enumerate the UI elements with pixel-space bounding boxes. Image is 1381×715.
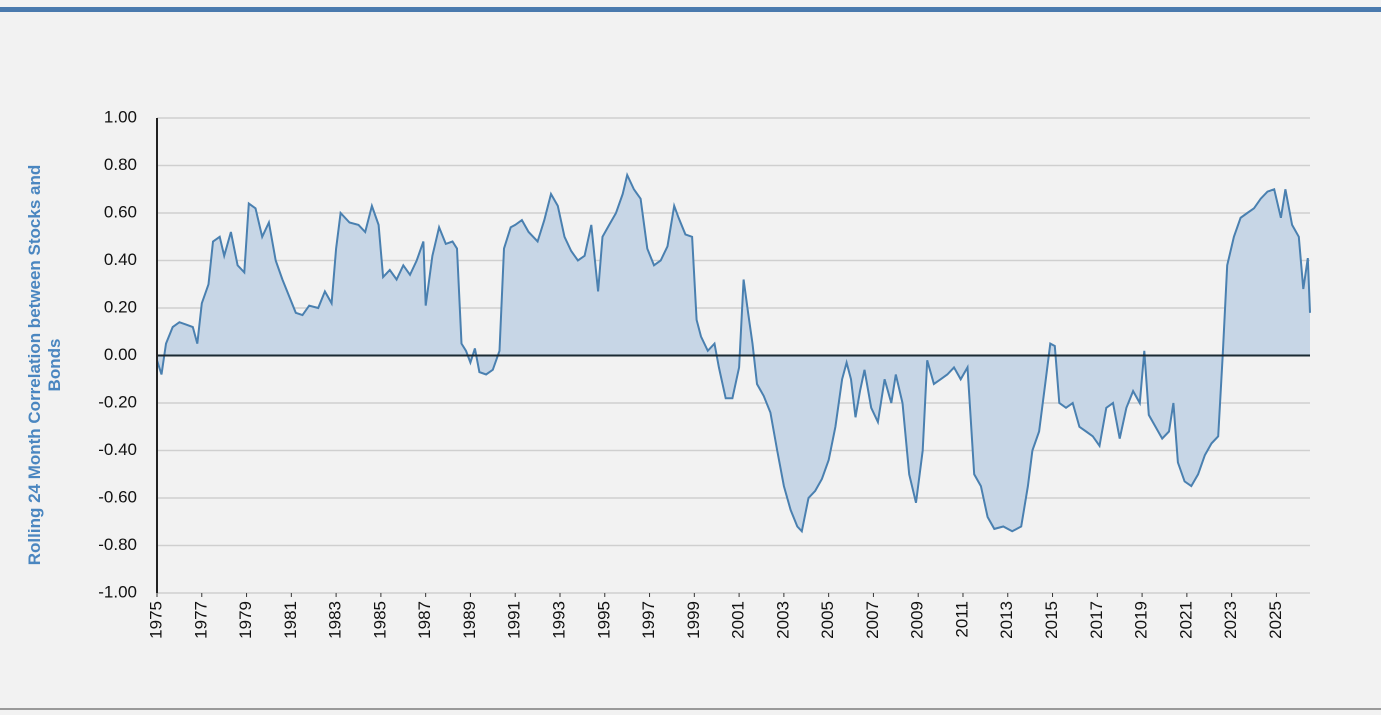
y-tick-label: -0.80	[98, 535, 137, 554]
x-tick-label: 1979	[236, 601, 255, 639]
area	[157, 175, 1310, 532]
y-tick-label: 0.60	[104, 202, 137, 221]
x-tick-label: 2023	[1221, 601, 1240, 639]
x-tick-label: 1995	[594, 601, 613, 639]
x-tick-label: 1975	[146, 601, 165, 639]
x-tick-label: 2013	[997, 601, 1016, 639]
x-tick-label: 2005	[818, 601, 837, 639]
x-tick-label: 2025	[1266, 601, 1285, 639]
x-tick-label: 2003	[773, 601, 792, 639]
x-tick-label: 1977	[191, 601, 210, 639]
x-tick-label: 1993	[549, 601, 568, 639]
x-tick-label: 1997	[639, 601, 658, 639]
x-tick-label: 2015	[1042, 601, 1061, 639]
x-tick-label: 1981	[281, 601, 300, 639]
bottom-rule	[0, 708, 1381, 710]
x-tick-label: 2011	[952, 601, 971, 638]
x-tick-label: 2009	[908, 601, 927, 639]
x-tick-label: 1987	[415, 601, 434, 639]
line	[156, 171, 1311, 534]
x-tick-label: 2019	[1132, 601, 1151, 639]
x-tick-label: 1985	[370, 601, 389, 639]
x-tick-label: 2017	[1087, 601, 1106, 639]
x-tick-label: 1983	[326, 601, 345, 639]
y-tick-label: -0.40	[98, 440, 137, 459]
y-axis-label: Rolling 24 Month Correlation between Sto…	[25, 164, 64, 566]
top-bar	[0, 7, 1381, 12]
y-tick-label: 0.80	[104, 155, 137, 174]
y-tick-label: -1.00	[98, 582, 137, 601]
x-tick-label: 2021	[1176, 601, 1195, 639]
y-tick-label: -0.60	[98, 487, 137, 506]
x-tick-label: 1999	[684, 601, 703, 639]
y-tick-label: 1.00	[104, 107, 137, 126]
y-tick-label: -0.20	[98, 392, 137, 411]
x-tick-label: 2001	[729, 601, 748, 639]
y-tick-label: 0.20	[104, 297, 137, 316]
x-tick-label: 1989	[460, 601, 479, 639]
x-tick-label: 2007	[863, 601, 882, 639]
y-tick-label: 0.00	[104, 345, 137, 364]
x-tick-label: 1991	[505, 601, 524, 639]
y-tick-label: 0.40	[104, 250, 137, 269]
